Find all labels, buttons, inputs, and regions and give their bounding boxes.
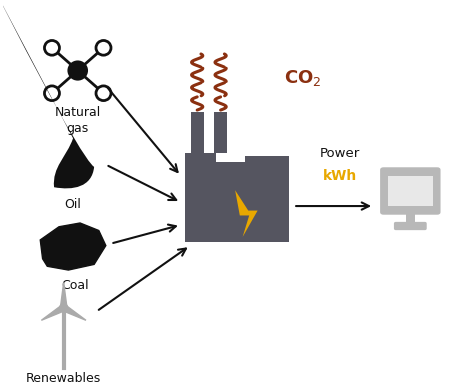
Bar xyxy=(191,112,204,153)
Ellipse shape xyxy=(67,60,88,81)
Bar xyxy=(245,156,289,178)
Bar xyxy=(406,212,415,223)
Text: CO$_2$: CO$_2$ xyxy=(284,68,321,88)
Bar xyxy=(388,175,433,207)
Polygon shape xyxy=(40,223,106,270)
Polygon shape xyxy=(62,305,86,320)
Bar xyxy=(185,178,289,242)
Polygon shape xyxy=(235,190,257,237)
Ellipse shape xyxy=(96,40,111,55)
Bar xyxy=(185,153,217,178)
Text: Renewables: Renewables xyxy=(26,371,101,385)
Bar xyxy=(217,162,245,178)
Text: kWh: kWh xyxy=(323,169,357,183)
Polygon shape xyxy=(41,305,65,320)
Ellipse shape xyxy=(59,303,68,312)
FancyBboxPatch shape xyxy=(394,222,427,230)
Bar xyxy=(214,112,227,153)
Polygon shape xyxy=(60,282,67,308)
FancyBboxPatch shape xyxy=(380,167,440,215)
Text: Power: Power xyxy=(320,147,360,160)
Text: Oil: Oil xyxy=(64,198,82,211)
Ellipse shape xyxy=(45,86,59,101)
Text: Coal: Coal xyxy=(62,279,89,293)
PathPatch shape xyxy=(0,138,94,389)
Ellipse shape xyxy=(45,40,59,55)
Text: Natural
gas: Natural gas xyxy=(55,106,101,135)
Ellipse shape xyxy=(96,86,111,101)
